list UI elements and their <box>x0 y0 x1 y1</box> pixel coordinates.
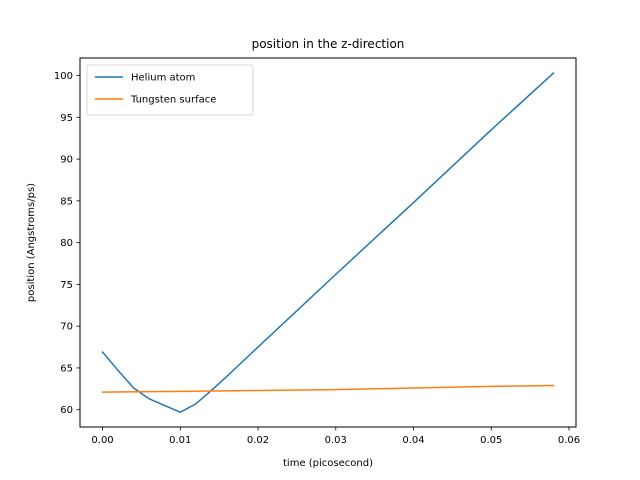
series-layer <box>101 71 555 413</box>
y-tick-label: 70 <box>60 322 73 333</box>
y-axis: 60 65 70 75 80 85 90 95 100 <box>54 71 80 416</box>
y-tick-label: 100 <box>54 71 73 82</box>
y-tick-label: 95 <box>60 113 73 124</box>
x-tick-label: 0.01 <box>169 435 191 446</box>
x-tick-label: 0.00 <box>91 435 113 446</box>
x-tick-label: 0.05 <box>480 435 502 446</box>
x-tick-label: 0.02 <box>247 435 269 446</box>
x-axis-label: time (picosecond) <box>283 458 373 469</box>
legend: Helium atom Tungsten surface <box>86 64 254 116</box>
y-tick-label: 80 <box>60 238 73 249</box>
y-tick-label: 75 <box>60 280 73 291</box>
legend-box <box>86 64 254 116</box>
x-tick-label: 0.06 <box>558 435 580 446</box>
legend-label: Tungsten surface <box>130 95 216 106</box>
x-tick-label: 0.03 <box>325 435 347 446</box>
y-tick-label: 85 <box>60 196 73 207</box>
y-tick-label: 90 <box>60 155 73 166</box>
x-axis: 0.00 0.01 0.02 0.03 0.04 0.05 0.06 <box>91 427 580 446</box>
x-tick-label: 0.04 <box>402 435 424 446</box>
chart-title: position in the z-direction <box>252 37 405 51</box>
y-axis-label: position (Angstroms/ps) <box>26 183 37 302</box>
y-tick-label: 60 <box>60 405 73 416</box>
series-line-1 <box>101 384 555 393</box>
legend-label: Helium atom <box>131 73 195 84</box>
y-tick-label: 65 <box>60 363 73 374</box>
series-line-0 <box>101 71 555 413</box>
